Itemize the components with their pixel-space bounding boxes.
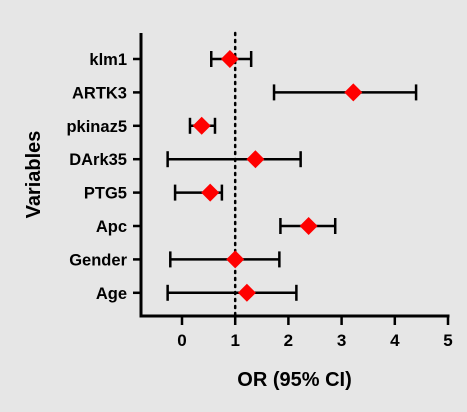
y-tick-label: Gender — [69, 251, 127, 269]
y-tick-label: ARTK3 — [72, 84, 127, 102]
or-marker — [192, 116, 211, 135]
y-tick-label: klm1 — [89, 51, 127, 69]
y-tick-label: pkinaz5 — [66, 118, 127, 136]
or-marker — [299, 217, 318, 235]
y-tick-label: Apc — [96, 218, 127, 236]
y-tick-label: PTG5 — [84, 185, 127, 203]
y-tick-label: Age — [96, 285, 127, 303]
x-tick-label: 3 — [337, 331, 346, 350]
x-tick-label: 5 — [443, 331, 452, 350]
x-axis-title: OR (95% CI) — [237, 369, 351, 391]
x-tick-label: 4 — [390, 331, 400, 350]
y-axis-title: Variables — [23, 131, 45, 219]
or-marker — [344, 83, 363, 102]
x-tick-label: 1 — [230, 331, 239, 350]
x-tick-label: 0 — [177, 331, 186, 350]
or-marker — [226, 250, 245, 269]
or-marker — [220, 50, 239, 68]
or-marker — [246, 150, 265, 169]
x-tick-label: 2 — [284, 331, 293, 350]
or-marker — [201, 183, 220, 202]
or-marker — [237, 283, 256, 302]
y-tick-label: DArk35 — [69, 151, 127, 169]
